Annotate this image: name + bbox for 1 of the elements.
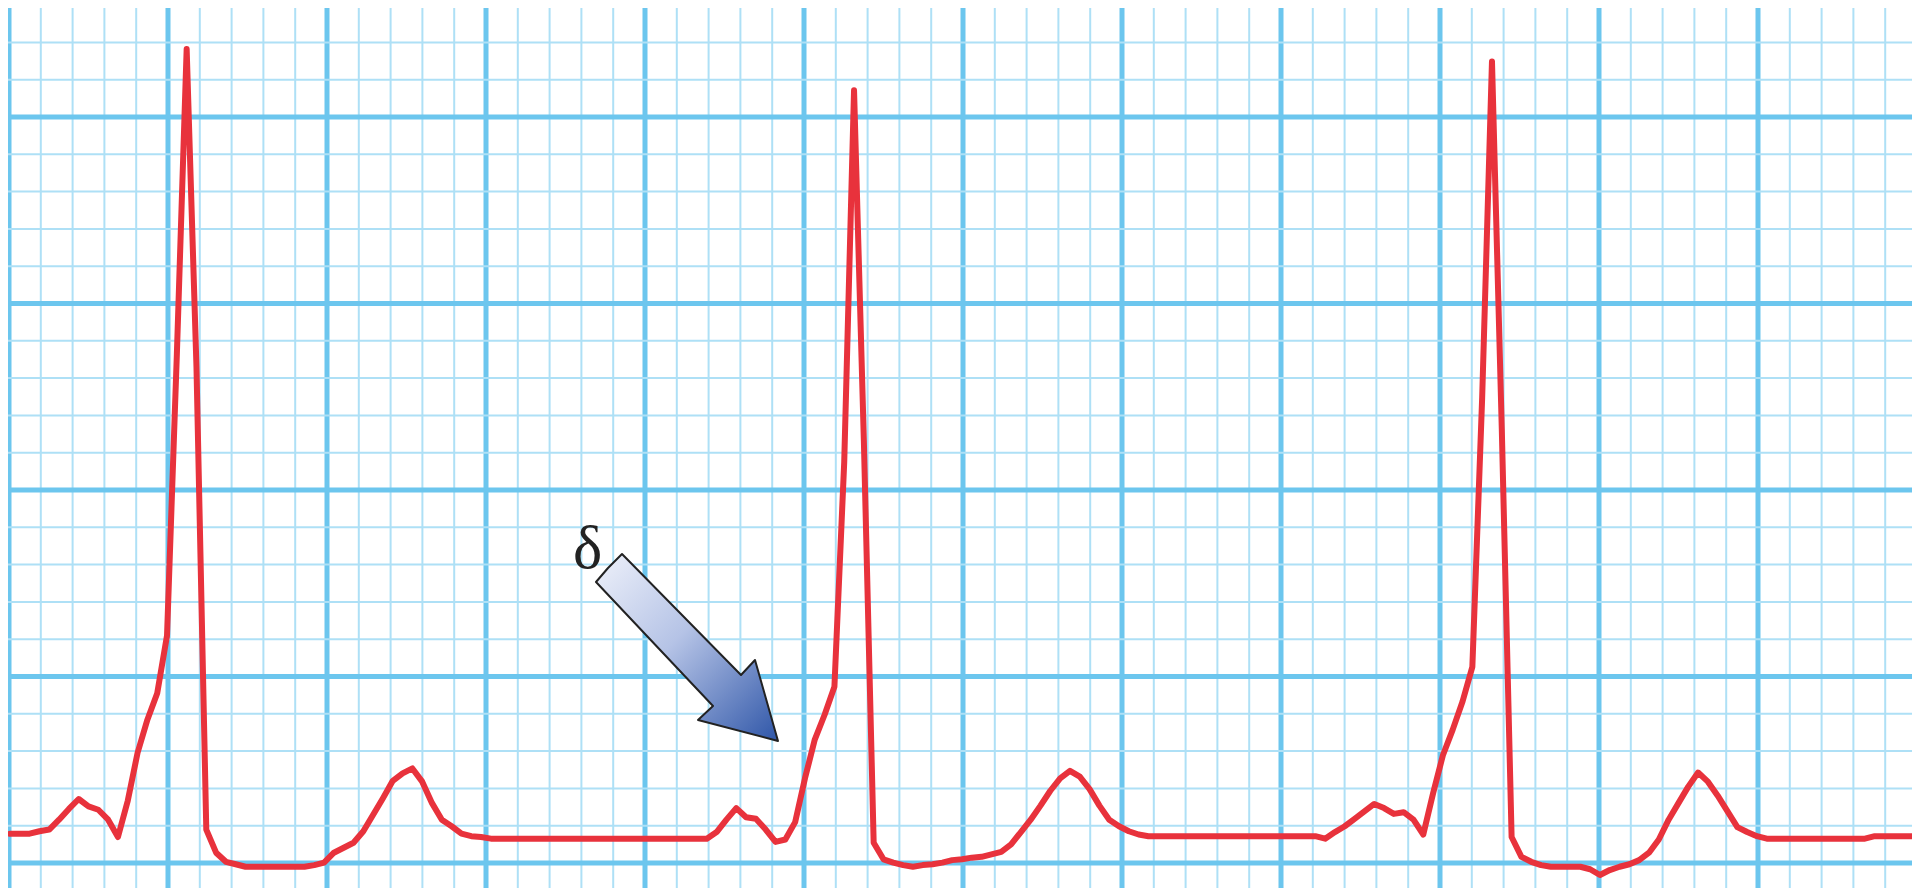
- annotation: δ: [573, 513, 603, 581]
